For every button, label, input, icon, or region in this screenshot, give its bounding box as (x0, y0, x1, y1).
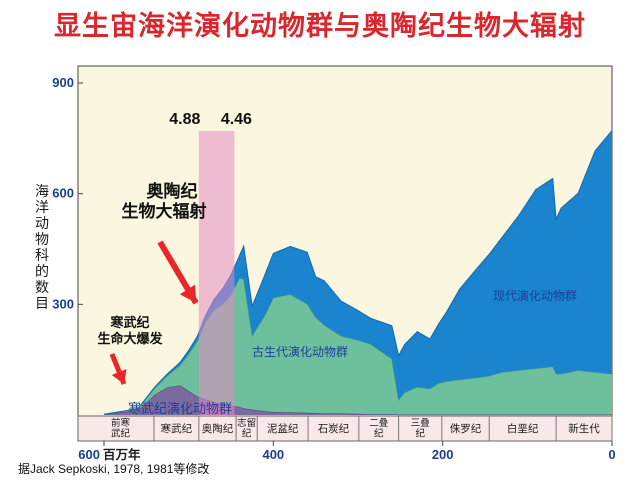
x-tick-label-1: 400 (262, 447, 284, 462)
series-area-2 (104, 130, 612, 415)
period-label-2: 奥陶纪 (202, 422, 234, 435)
y-tick-label-2: 300 (52, 296, 74, 311)
period-strip: 前寒武纪 寒武纪 奥陶纪 志留纪 泥盆纪 石炭纪 二叠纪 三叠纪 侏罗纪 白垩纪 新生代 (77, 415, 613, 442)
period-label-1: 寒武纪 (161, 422, 193, 435)
annotation-arrowhead-0 (179, 284, 196, 303)
y-axis-label: 海洋动物科的数目 (35, 184, 49, 312)
highlight-band: 4.88 4.46 (169, 111, 252, 415)
x-tick-label-0: 600 (78, 447, 100, 462)
annotation-0: 奥陶纪生物大辐射 (122, 181, 207, 222)
y-tick-label-1: 600 (52, 186, 74, 201)
series-label-1: 古生代演化动物群 (252, 344, 348, 359)
highlight-band-rect (198, 131, 235, 415)
annotation-arrowhead-1 (111, 368, 127, 384)
period-label-3: 志留纪 (237, 417, 256, 440)
period-label-7: 三叠纪 (411, 418, 430, 440)
band-label-0: 4.88 (169, 111, 200, 128)
series-label-0: 寒武纪演化动物群 (128, 401, 232, 417)
x-tick-label-3: 0 (608, 447, 615, 462)
fauna-labels: 寒武纪演化动物群 古生代演化动物群 现代演化动物群 (128, 288, 577, 417)
period-label-5: 石炭纪 (318, 423, 350, 435)
x-tick-label-2: 200 (432, 447, 454, 462)
source-note: 据Jack Sepkoski, 1978, 1981等修改 (18, 462, 210, 476)
period-label-4: 泥盆纪 (267, 422, 299, 435)
period-label-9: 白垩纪 (507, 422, 539, 435)
chart-title: 显生宙海洋演化动物群与奥陶纪生物大辐射 (54, 11, 586, 42)
period-label-8: 侏罗纪 (450, 423, 482, 435)
y-tick-label-0: 900 (52, 75, 74, 90)
annotation-1: 寒武纪生命大爆发 (97, 315, 163, 347)
period-label-10: 新生代 (568, 422, 600, 435)
period-strip-bg (77, 415, 613, 442)
band-label-1: 4.46 (221, 111, 252, 128)
period-label-0: 前寒武纪 (111, 417, 131, 440)
period-label-6: 二叠纪 (369, 418, 388, 440)
series-label-2: 现代演化动物群 (493, 288, 577, 303)
x-axis-unit: 百万年 (103, 447, 141, 462)
